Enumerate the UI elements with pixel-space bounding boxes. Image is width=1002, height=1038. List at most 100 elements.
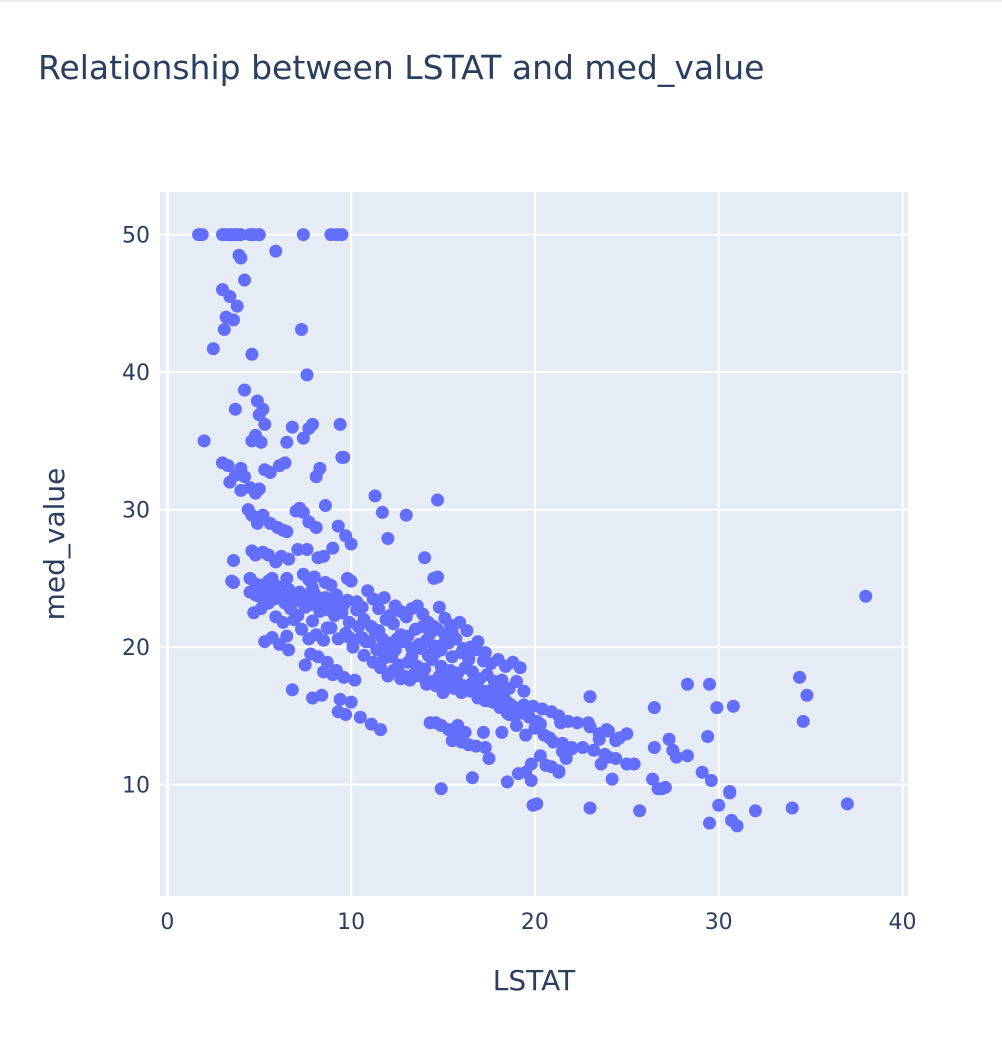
data-point xyxy=(800,688,814,702)
data-point xyxy=(335,606,349,620)
data-point xyxy=(377,591,391,605)
x-tick-label: 40 xyxy=(888,910,916,935)
data-point xyxy=(510,719,524,732)
data-point xyxy=(306,417,320,431)
data-point xyxy=(565,742,579,756)
data-point xyxy=(282,643,296,657)
data-point xyxy=(519,728,533,742)
data-point xyxy=(296,431,310,445)
data-point xyxy=(399,508,413,522)
data-point xyxy=(451,719,465,732)
data-point xyxy=(712,798,726,812)
data-point xyxy=(363,635,377,649)
data-point xyxy=(449,632,463,646)
data-point xyxy=(234,228,248,242)
data-point xyxy=(710,701,724,715)
data-point xyxy=(482,752,496,765)
data-point xyxy=(285,420,299,434)
data-point xyxy=(331,519,345,533)
data-point xyxy=(350,603,364,617)
data-point xyxy=(357,648,371,662)
data-point xyxy=(238,383,252,397)
data-point xyxy=(381,532,395,545)
data-point xyxy=(234,483,248,497)
data-point xyxy=(309,470,323,484)
data-point xyxy=(587,743,601,757)
data-point xyxy=(217,323,231,336)
data-point xyxy=(307,570,321,584)
data-point xyxy=(223,290,237,303)
data-point xyxy=(576,741,590,754)
data-point xyxy=(296,228,310,242)
data-point xyxy=(368,489,382,503)
data-points xyxy=(192,228,873,833)
data-point xyxy=(418,551,432,565)
data-point xyxy=(620,757,634,771)
data-point xyxy=(280,629,294,643)
data-point xyxy=(386,617,400,631)
data-point xyxy=(317,633,331,647)
x-tick-label: 30 xyxy=(705,910,733,935)
data-point xyxy=(662,732,676,746)
data-point xyxy=(620,727,634,741)
data-point xyxy=(333,692,347,706)
data-point xyxy=(425,653,439,666)
data-point xyxy=(785,801,799,815)
data-point xyxy=(704,774,718,787)
data-point xyxy=(796,714,810,728)
data-point xyxy=(228,402,242,416)
data-point xyxy=(533,717,547,731)
top-border xyxy=(0,0,1002,2)
data-point xyxy=(647,701,661,715)
data-point xyxy=(524,757,538,771)
data-point xyxy=(295,323,309,336)
data-point xyxy=(329,588,343,602)
data-point xyxy=(300,368,314,382)
data-point xyxy=(655,782,669,796)
data-point xyxy=(269,244,283,258)
data-point xyxy=(252,408,266,422)
data-point xyxy=(570,716,584,730)
data-point xyxy=(324,578,338,592)
data-point xyxy=(594,757,608,771)
data-point xyxy=(366,592,380,606)
data-point xyxy=(429,716,443,730)
x-tick-label: 10 xyxy=(337,910,365,935)
data-point xyxy=(793,670,807,684)
data-point xyxy=(465,771,479,785)
data-point xyxy=(252,228,266,242)
data-point xyxy=(315,688,329,702)
data-point xyxy=(326,668,340,682)
data-point xyxy=(530,797,544,811)
data-point xyxy=(278,456,292,470)
data-point xyxy=(295,622,309,636)
data-point xyxy=(592,732,606,746)
data-point xyxy=(554,716,568,730)
y-tick-label: 20 xyxy=(122,636,150,661)
data-point xyxy=(581,716,595,730)
data-point xyxy=(438,668,452,682)
data-point xyxy=(543,731,557,745)
data-point xyxy=(333,417,347,431)
data-point xyxy=(287,613,301,627)
data-point xyxy=(221,459,235,473)
data-point xyxy=(197,434,211,448)
data-point xyxy=(436,686,450,699)
data-point xyxy=(195,228,209,242)
data-point xyxy=(513,661,527,675)
data-point xyxy=(517,684,531,698)
data-point xyxy=(285,683,299,697)
data-point xyxy=(436,637,450,651)
data-point xyxy=(493,701,507,715)
data-point xyxy=(206,342,220,356)
data-point xyxy=(300,543,314,556)
data-point xyxy=(748,804,762,818)
x-tick-label: 0 xyxy=(160,910,174,935)
data-point xyxy=(431,493,445,507)
data-point xyxy=(306,614,320,628)
data-point xyxy=(703,677,717,691)
data-point xyxy=(680,749,694,763)
data-point xyxy=(280,571,294,585)
data-point xyxy=(633,804,647,818)
